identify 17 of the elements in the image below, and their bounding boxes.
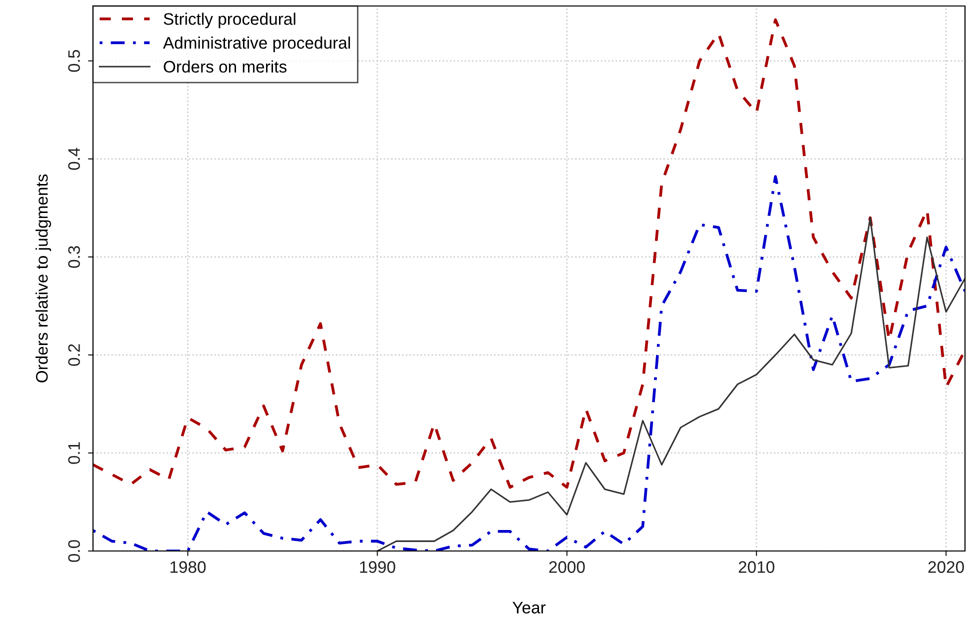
legend-label: Administrative procedural bbox=[163, 36, 350, 52]
legend-label: Orders on merits bbox=[164, 60, 287, 73]
x-tick-label: 2010 bbox=[738, 561, 774, 573]
x-tick-label: 1980 bbox=[170, 561, 206, 573]
y-tick-label: 0.3 bbox=[68, 246, 80, 268]
x-axis-title: Year bbox=[512, 602, 546, 614]
y-tick-label: 0.2 bbox=[68, 344, 80, 366]
x-tick-label: 1990 bbox=[360, 561, 396, 573]
line-series bbox=[376, 216, 965, 551]
x-tick-label: 2000 bbox=[549, 561, 585, 573]
legend-label: Strictly procedural bbox=[164, 12, 296, 28]
y-axis-title: Orders relative to judgments bbox=[36, 174, 52, 382]
y-tick-label: 0.0 bbox=[68, 540, 80, 562]
x-tick-label: 2020 bbox=[928, 561, 964, 573]
y-tick-label: 0.4 bbox=[68, 148, 80, 170]
y-tick-label: 0.1 bbox=[68, 442, 80, 464]
y-tick-label: 0.5 bbox=[68, 50, 80, 72]
